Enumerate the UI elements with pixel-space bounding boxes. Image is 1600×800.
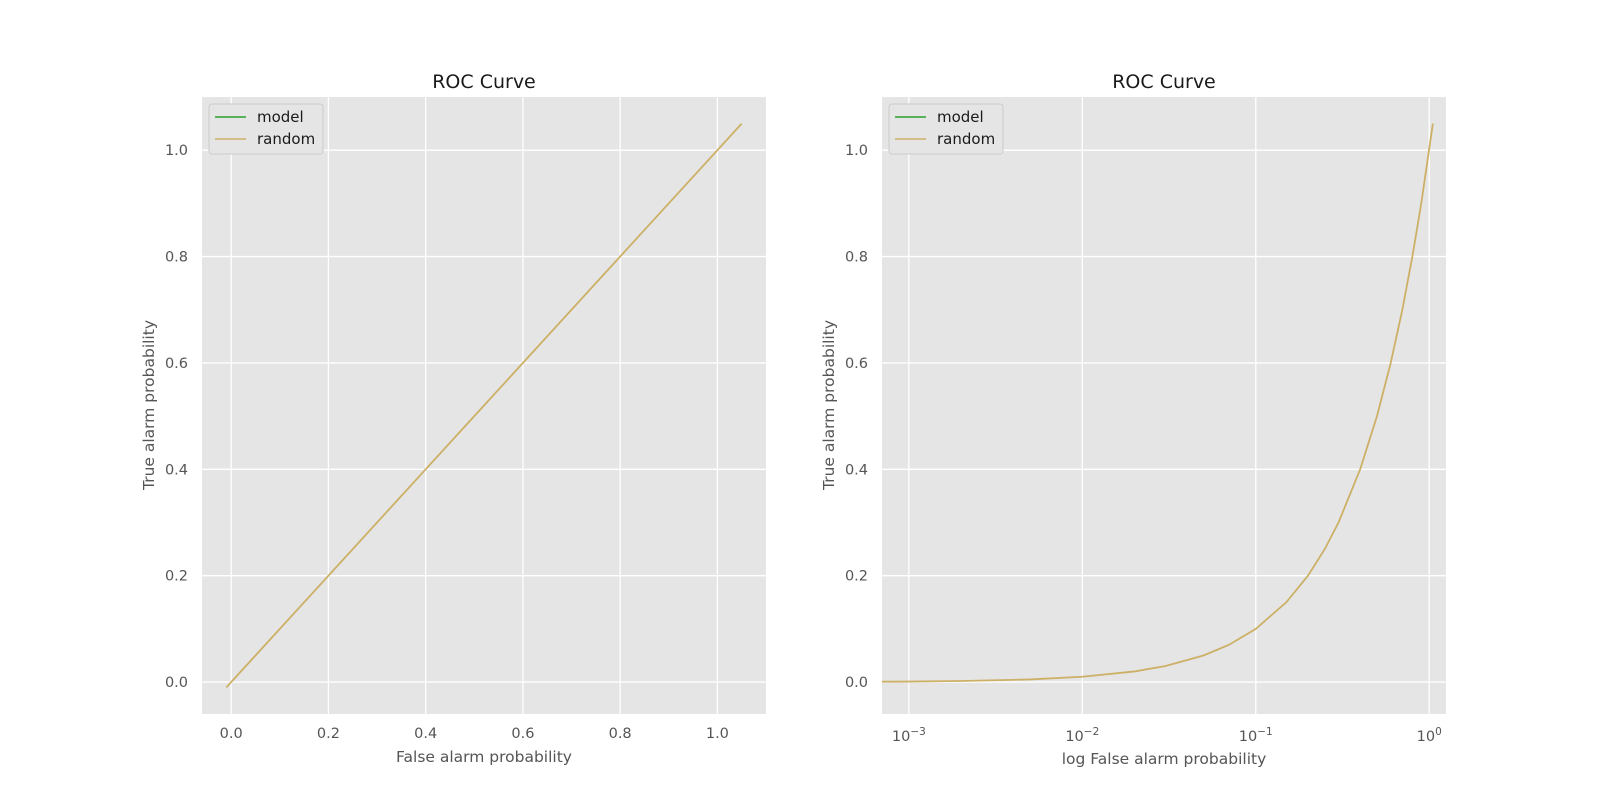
- left-legend-random-label: random: [257, 130, 315, 148]
- x-tick-label: 10−3: [892, 726, 926, 745]
- y-tick-label: 0.2: [165, 569, 188, 585]
- right-y-axis-label: True alarm probability: [820, 320, 838, 491]
- x-tick-label: 0.0: [220, 726, 243, 742]
- y-tick-label: 0.2: [845, 569, 868, 585]
- x-tick-label: 10−1: [1239, 726, 1273, 745]
- y-tick-label: 1.0: [845, 143, 868, 159]
- right-x-axis-label: log False alarm probability: [1062, 750, 1267, 768]
- left-gridlines: [202, 97, 766, 714]
- series-line-random: [225, 122, 743, 689]
- right-series-lines: [881, 123, 1434, 683]
- right-legend-random-label: random: [937, 130, 995, 148]
- x-tick-label: 0.8: [609, 726, 632, 742]
- y-tick-label: 0.6: [165, 356, 188, 372]
- left-y-axis-label: True alarm probability: [140, 320, 158, 491]
- right-plot-background: [882, 97, 1446, 714]
- right-chart-title: ROC Curve: [1112, 71, 1216, 93]
- y-tick-label: 0.6: [845, 356, 868, 372]
- x-tick-label: 100: [1417, 726, 1442, 745]
- x-tick-label: 10−2: [1065, 726, 1099, 745]
- x-tick-label: 0.6: [511, 726, 534, 742]
- left-x-ticks: 0.0 0.2 0.4 0.6 0.8 1.0: [220, 726, 729, 742]
- left-panel: 0.0 0.2 0.4 0.6 0.8 1.0 0.0 0.2 0.4 0.6 0.8 1.0 RO…: [140, 71, 766, 766]
- x-tick-label: 0.4: [414, 726, 437, 742]
- y-tick-label: 0.4: [845, 462, 868, 478]
- y-tick-label: 0.4: [165, 462, 188, 478]
- left-x-axis-label: False alarm probability: [396, 748, 572, 766]
- right-x-ticks: 10−3 10−2 10−1 100: [892, 726, 1442, 745]
- series-line-random: [881, 123, 1434, 683]
- y-tick-label: 1.0: [165, 143, 188, 159]
- x-tick-label: 0.2: [317, 726, 340, 742]
- y-tick-label: 0.0: [165, 675, 188, 691]
- y-tick-label: 0.8: [165, 250, 188, 266]
- x-tick-label: 1.0: [706, 726, 729, 742]
- left-chart-title: ROC Curve: [432, 71, 536, 93]
- right-y-ticks: 0.0 0.2 0.4 0.6 0.8 1.0: [845, 143, 868, 691]
- left-legend-model-label: model: [257, 108, 304, 126]
- left-legend: model random: [208, 103, 324, 155]
- right-panel: 10−3 10−2 10−1 100 0.0 0.2 0.4 0.6 0.8 1.0 ROC C…: [820, 71, 1446, 768]
- right-legend: model random: [888, 103, 1004, 155]
- y-tick-label: 0.8: [845, 250, 868, 266]
- y-tick-label: 0.0: [845, 675, 868, 691]
- right-legend-model-label: model: [937, 108, 984, 126]
- left-y-ticks: 0.0 0.2 0.4 0.6 0.8 1.0: [165, 143, 188, 691]
- left-series-lines: [225, 122, 743, 689]
